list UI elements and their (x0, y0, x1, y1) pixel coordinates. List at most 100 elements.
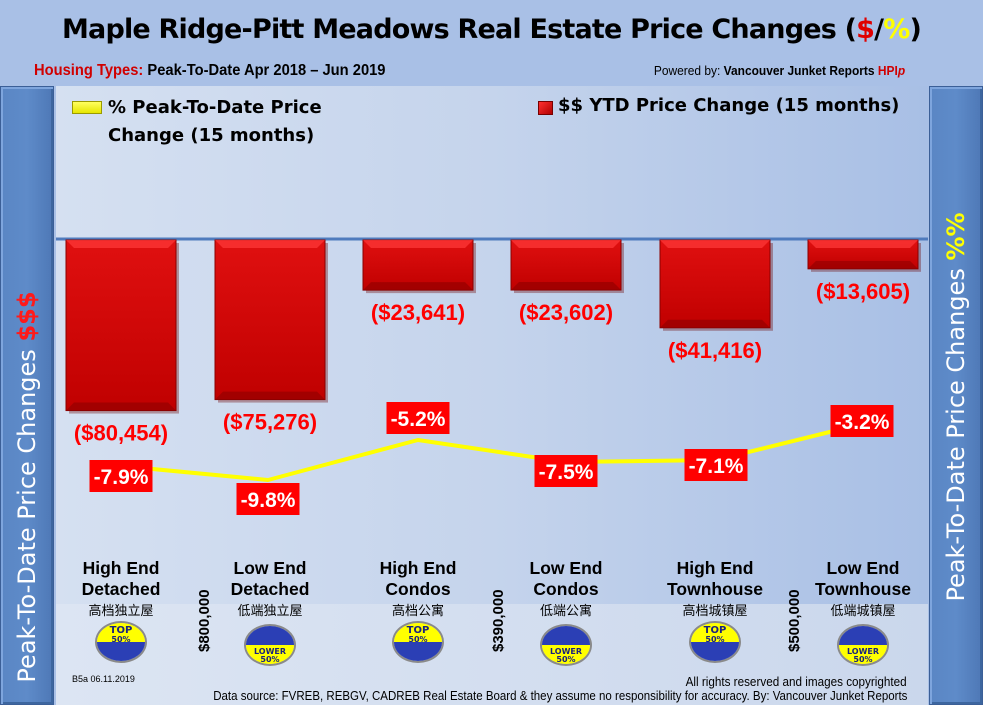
badge-top-half (542, 626, 590, 645)
footer-source: Data source: FVREB, REBGV, CADREB Real E… (212, 688, 907, 703)
lower-50-badge: LOWER 50% (244, 624, 296, 666)
price-threshold-label: $800,000 (196, 589, 213, 652)
title-pct: % (883, 14, 910, 45)
powered-hpi: HPIp (878, 63, 905, 78)
title-slash: / (874, 14, 884, 45)
bar-bevel-top (660, 240, 770, 248)
category-label: High End Townhouse (640, 558, 790, 600)
bar-value-label: ($13,605) (816, 279, 910, 304)
category-label-line2: Detached (230, 579, 310, 599)
badge-text-top: TOP (703, 625, 727, 636)
category-label-cn: 低端城镇屋 (830, 604, 896, 619)
badge-top-half (97, 623, 145, 642)
category-label: Low End Detached (195, 558, 345, 600)
legend-bar: $$ YTD Price Change (15 months) (558, 92, 899, 120)
title-close: ) (909, 14, 922, 45)
bar (362, 239, 474, 291)
badge-bottom-half (542, 645, 590, 664)
badge-text-bottom: 50% (853, 655, 873, 664)
legend-bar-text: $$ YTD Price Change (15 months) (558, 95, 900, 116)
powered-brand: Vancouver Junket Reports (723, 63, 875, 78)
pct-label-box (386, 402, 450, 434)
bar-value-label: ($23,641) (371, 300, 465, 325)
category-label-line1: High End (676, 558, 754, 578)
bar-bevel-bottom (660, 319, 770, 328)
legend-swatch-bar (538, 101, 553, 115)
bar-value-label: ($75,276) (223, 410, 317, 435)
hpi-text: HPI (877, 63, 898, 78)
top-50-badge: TOP 50% (689, 621, 741, 663)
category-label-line1: High End (82, 558, 160, 578)
bar-bevel-bottom (363, 282, 473, 291)
pct-label-box (684, 449, 748, 481)
pct-label-box (534, 455, 598, 487)
bar-bevel-top (363, 240, 473, 248)
category-label-line1: Low End (529, 558, 603, 578)
badge-text-top: TOP (406, 625, 430, 636)
price-threshold-label: $390,000 (490, 589, 507, 652)
legend-line: % Peak-To-Date Price Change (15 months) (108, 94, 322, 150)
bar (65, 239, 177, 412)
title-main: Maple Ridge-Pitt Meadows Real Estate Pri… (61, 14, 857, 45)
bar (214, 239, 326, 401)
badge-text-top: LOWER (549, 647, 583, 656)
bar-value-label: ($41,416) (668, 338, 762, 363)
hpi-p: p (897, 63, 905, 78)
footer-code: B5a 06.11.2019 (72, 674, 135, 684)
price-threshold-label: $500,000 (786, 589, 803, 652)
category-label-line1: Low End (233, 558, 307, 578)
category-label: High End Condos (343, 558, 493, 600)
category-label-line2: Condos (533, 579, 599, 599)
bar-bevel-bottom (66, 402, 176, 411)
category-label-line2: Townhouse (815, 579, 911, 599)
subtitle-period: Peak-To-Date Apr 2018 – Jun 2019 (147, 62, 386, 79)
badge-text-top: TOP (109, 625, 133, 636)
category-label-cn: 高档公寓 (391, 604, 444, 619)
pct-label-box (89, 460, 153, 492)
badge-bottom-half (394, 642, 442, 661)
category-label-line2: Condos (385, 579, 451, 599)
title-dollar: $ (856, 14, 875, 45)
top-50-badge: TOP 50% (95, 621, 147, 663)
category-label-line2: Detached (81, 579, 161, 599)
bar-bevel-top (66, 240, 176, 248)
category-label-line1: Low End (826, 558, 900, 578)
badge-top-half (246, 626, 294, 645)
pct-value-label: -7.9% (94, 466, 149, 489)
right-axis-panel: Peak-To-Date Price Changes %% (929, 86, 983, 705)
badge-bottom-half (691, 642, 739, 661)
badge-text-bottom: 50% (408, 635, 428, 644)
badge-bottom-half (839, 645, 887, 664)
chart-title: Maple Ridge-Pitt Meadows Real Estate Pri… (0, 14, 983, 45)
bar-bevel-bottom (215, 391, 325, 400)
badge-text-bottom: 50% (111, 635, 131, 644)
bar-bevel-top (511, 240, 621, 248)
legend-line-text-2: Change (15 months) (108, 125, 315, 146)
pct-value-label: -7.1% (689, 455, 744, 478)
plot-area (56, 86, 928, 705)
left-axis-panel: Peak-To-Date Price Changes $$$ (0, 86, 54, 705)
lower-50-badge: LOWER 50% (837, 624, 889, 666)
badge-top-half (691, 623, 739, 642)
top-50-badge: TOP 50% (392, 621, 444, 663)
subtitle: Housing Types: Peak-To-Date Apr 2018 – J… (34, 62, 385, 80)
bar-value-label: ($23,602) (519, 300, 613, 325)
bar-value-label: ($80,454) (74, 421, 168, 446)
category-label-cn: 高档独立屋 (88, 604, 154, 619)
category-label: Low End Condos (491, 558, 641, 600)
bar-bevel-top (808, 240, 918, 248)
pct-value-label: -3.2% (835, 411, 890, 434)
pct-value-label: -9.8% (241, 489, 296, 512)
badge-text-bottom: 50% (260, 655, 280, 664)
pct-label-box (236, 483, 300, 515)
pct-label-box (830, 405, 894, 437)
bar-bevel-bottom (808, 260, 918, 269)
category-label-cn: 高档城镇屋 (682, 604, 748, 619)
plot-bottom-area (56, 604, 928, 705)
badge-text-top: LOWER (253, 647, 287, 656)
pct-value-label: -7.5% (539, 461, 594, 484)
bar (659, 239, 771, 329)
category-label-line2: Townhouse (667, 579, 763, 599)
subtitle-label: Housing Types: (34, 62, 144, 79)
